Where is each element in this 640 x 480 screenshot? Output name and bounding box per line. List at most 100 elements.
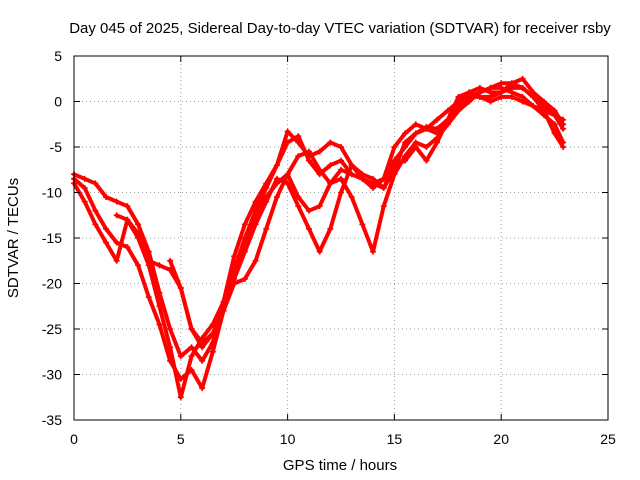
data-point <box>519 98 526 105</box>
data-point <box>177 394 184 401</box>
data-point <box>508 80 515 87</box>
data-point <box>519 84 526 91</box>
x-tick-label: 15 <box>387 431 403 447</box>
data-point <box>316 166 323 173</box>
data-point <box>434 116 441 123</box>
data-point <box>252 198 259 205</box>
y-tick-label: -20 <box>42 276 62 292</box>
data-point <box>380 175 387 182</box>
data-point <box>434 130 441 137</box>
data-point <box>92 221 99 228</box>
data-point <box>177 376 184 383</box>
data-point <box>199 357 206 364</box>
data-point <box>124 244 131 251</box>
data-point <box>103 194 110 201</box>
data-point <box>231 253 238 260</box>
data-point <box>81 175 88 182</box>
data-point <box>295 139 302 146</box>
y-tick-label: -15 <box>42 230 62 246</box>
data-point <box>476 84 483 91</box>
series-track-2 <box>71 93 567 364</box>
data-point <box>359 171 366 178</box>
data-point <box>167 257 174 264</box>
data-point <box>263 198 270 205</box>
data-point <box>103 225 110 232</box>
data-point <box>551 121 558 128</box>
data-point <box>327 162 334 169</box>
data-point <box>338 189 344 196</box>
data-point <box>284 171 291 178</box>
data-point <box>113 212 120 219</box>
data-point <box>338 166 344 173</box>
data-point <box>145 257 152 264</box>
data-point <box>402 144 409 150</box>
data-point <box>455 107 462 114</box>
series-line <box>114 85 566 350</box>
data-point <box>530 89 537 96</box>
data-point <box>263 180 270 187</box>
data-point <box>284 128 291 135</box>
data-point <box>370 175 377 182</box>
data-point <box>423 144 430 150</box>
axis-ticks: 0 5 10 15 20 25 5 0 -5 -10 -15 -20 -25 -30 -35 <box>42 48 616 447</box>
data-point <box>273 194 280 201</box>
data-point <box>359 221 366 228</box>
data-point <box>305 225 312 232</box>
data-point <box>145 294 152 301</box>
data-point <box>498 89 505 96</box>
x-tick-label: 5 <box>177 431 185 447</box>
data-point <box>135 230 142 237</box>
data-point <box>519 75 526 82</box>
data-point <box>167 326 174 332</box>
data-point <box>498 80 505 87</box>
data-point <box>241 221 248 228</box>
y-tick-label: 0 <box>54 94 62 110</box>
data-point <box>209 348 216 355</box>
data-point <box>295 203 302 210</box>
data-point <box>295 133 302 140</box>
data-point <box>551 107 558 114</box>
data-point <box>380 184 387 191</box>
data-point <box>188 344 195 351</box>
data-point <box>124 203 131 210</box>
data-point <box>199 339 206 346</box>
data-point <box>177 353 184 360</box>
data-point <box>188 366 195 373</box>
data-point <box>338 144 344 150</box>
data-point <box>466 89 473 96</box>
data-point <box>476 93 483 100</box>
data-point <box>252 212 259 219</box>
data-point <box>167 357 174 364</box>
y-tick-label: -30 <box>42 367 62 383</box>
data-point <box>124 216 131 223</box>
data-point <box>560 144 567 150</box>
data-point <box>391 144 398 150</box>
data-point <box>156 321 163 328</box>
data-point <box>370 248 377 255</box>
data-point <box>177 285 184 292</box>
data-point <box>412 130 419 137</box>
y-tick-label: -10 <box>42 185 62 201</box>
data-point <box>348 194 355 201</box>
data-point <box>402 157 409 164</box>
data-point <box>209 330 216 337</box>
data-point <box>220 303 227 310</box>
data-point <box>188 326 195 332</box>
data-point <box>327 139 334 146</box>
data-point <box>231 275 238 282</box>
data-point <box>391 162 398 169</box>
data-point <box>103 239 110 246</box>
data-point <box>412 121 419 128</box>
series-track-5 <box>167 75 567 346</box>
data-point <box>135 262 142 269</box>
data-point <box>305 148 312 155</box>
series-line <box>72 94 566 363</box>
data-point <box>327 225 334 232</box>
data-point <box>560 121 567 128</box>
chart-title: Day 045 of 2025, Sidereal Day-to-day VTE… <box>69 20 611 37</box>
series-track-3 <box>71 80 567 392</box>
data-point <box>530 103 537 110</box>
data-point <box>316 203 323 210</box>
x-tick-label: 25 <box>600 431 616 447</box>
